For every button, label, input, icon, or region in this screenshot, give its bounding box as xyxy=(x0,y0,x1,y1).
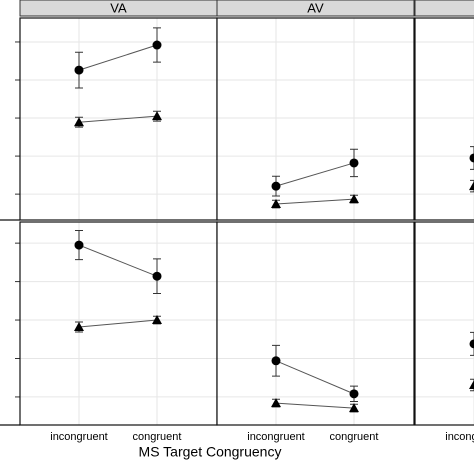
x-tick-label: congruent xyxy=(133,431,182,443)
point xyxy=(74,117,84,127)
series-line xyxy=(78,44,158,71)
series-line xyxy=(78,115,158,123)
series-line xyxy=(275,360,355,395)
panel-background xyxy=(415,222,474,425)
error-bar xyxy=(470,179,474,193)
point xyxy=(152,40,162,50)
point xyxy=(152,315,162,325)
error-bar xyxy=(470,146,474,170)
point xyxy=(152,111,162,121)
x-tick-label: congruent xyxy=(330,431,379,443)
panel-background xyxy=(217,222,414,425)
point xyxy=(349,194,359,204)
point xyxy=(469,339,474,349)
panel-border xyxy=(414,221,474,426)
panel-background xyxy=(415,18,474,220)
facet-title: AV xyxy=(307,0,324,15)
error-bar xyxy=(470,378,474,392)
point xyxy=(74,321,84,331)
series-line xyxy=(275,162,355,187)
series-line xyxy=(78,244,158,277)
point xyxy=(152,271,162,281)
error-bar xyxy=(470,331,474,356)
series-line xyxy=(78,319,158,328)
point xyxy=(74,65,84,75)
facet-strip xyxy=(414,0,474,17)
point xyxy=(271,199,281,209)
point xyxy=(349,389,359,399)
x-tick-label: incongruent xyxy=(247,431,305,443)
point xyxy=(271,356,281,366)
point xyxy=(349,158,359,168)
panel-border xyxy=(414,17,474,221)
panel-background xyxy=(217,18,414,220)
series-line xyxy=(275,198,355,205)
series-line xyxy=(275,402,355,409)
point xyxy=(469,380,474,390)
point xyxy=(271,398,281,408)
point xyxy=(469,153,474,163)
panel-border xyxy=(216,221,415,426)
facet-strip xyxy=(216,0,415,17)
point xyxy=(271,181,281,191)
point xyxy=(349,403,359,413)
x-axis-title: MS Target Congruency xyxy=(139,444,282,460)
facet-title: VA xyxy=(110,0,127,15)
x-tick-label: incongruent xyxy=(50,431,108,443)
point xyxy=(469,181,474,191)
x-tick-label: incongruent xyxy=(445,431,474,443)
panel-border xyxy=(216,17,415,221)
point xyxy=(74,240,84,250)
